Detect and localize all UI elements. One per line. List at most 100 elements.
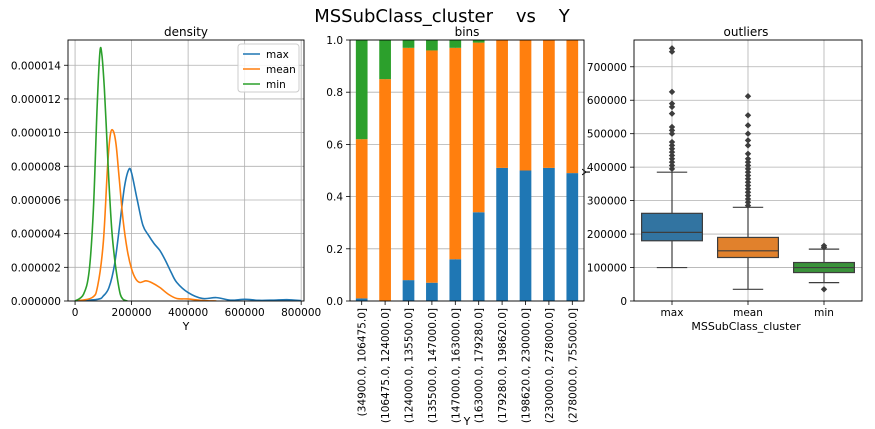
density-line-mean <box>74 128 217 301</box>
density-xtick-label: 400000 <box>168 307 208 319</box>
outliers-point-max <box>668 145 676 152</box>
outliers-point-max <box>668 127 676 134</box>
bins-xtick-label: (163000.0, 179280.0] <box>474 308 486 423</box>
bins-xtick-label: (135500.0, 147000.0] <box>427 308 439 423</box>
outliers-point-max <box>668 100 676 107</box>
bins-title: bins <box>455 25 480 39</box>
bins-bar-mean <box>355 139 368 299</box>
outliers-point-max <box>668 148 676 156</box>
bins-bar-min <box>355 40 368 140</box>
outliers-point-max <box>668 165 676 173</box>
bins-bar-min <box>472 40 485 43</box>
density-xtick-label: 200000 <box>112 307 152 319</box>
bins-xlabel: Y <box>463 415 471 428</box>
bins-bar-mean <box>472 42 485 213</box>
bins-bar-mean <box>449 47 462 260</box>
density-legend-label-max: max <box>266 49 289 61</box>
outliers-point-mean <box>744 130 752 137</box>
density-ytick-label: 0.000000 <box>11 296 61 308</box>
figure-suptitle: MSSubClass_cluster vs Y <box>314 6 571 27</box>
outliers-point-mean <box>744 165 752 173</box>
outliers-xtick-label: max <box>661 307 684 319</box>
outliers-point-mean <box>744 185 752 193</box>
bins-xtick-label: (179280.0, 198620.0] <box>497 308 509 423</box>
bins-xtick-label: (124000.0, 135500.0] <box>404 308 416 423</box>
outliers-ytick-label: 200000 <box>587 229 627 241</box>
density-legend-label-mean: mean <box>266 64 296 76</box>
bins-panel: bins Y Y 0.0 0.2 0.4 0.6 0.8 1.0 (34900.0, 106… <box>326 25 593 428</box>
density-ytick-label: 0.000010 <box>11 128 61 140</box>
outliers-xtick-label: min <box>814 307 834 319</box>
outliers-ytick-label: 0 <box>620 296 627 308</box>
outliers-point-mean <box>744 137 752 144</box>
outliers-box-mean <box>716 236 779 259</box>
outliers-point-max <box>668 138 676 146</box>
bins-bar-max <box>566 173 579 301</box>
outliers-point-max <box>668 88 676 96</box>
outliers-point-mean <box>744 158 752 166</box>
bins-bar-max <box>426 282 438 301</box>
bins-ytick-label: 1.0 <box>326 35 343 47</box>
outliers-title: outliers <box>724 25 769 39</box>
outliers-point-mean <box>744 179 752 186</box>
outliers-xlabel: MSSubClass_cluster <box>691 320 801 333</box>
bins-bar-mean <box>426 50 438 283</box>
outliers-point-mean <box>744 192 752 199</box>
bins-bar-min <box>426 40 438 51</box>
density-ytick-label: 0.000002 <box>11 262 61 274</box>
outliers-point-mean <box>744 168 752 176</box>
outliers-box-max <box>640 212 703 242</box>
bins-bar-max <box>472 212 485 301</box>
outliers-point-mean <box>744 175 752 183</box>
outliers-point-mean <box>744 162 752 169</box>
bins-bar-max <box>355 298 368 301</box>
density-ytick-label: 0.000014 <box>11 60 61 72</box>
density-axes-frame <box>67 39 305 302</box>
bins-bar-mean <box>519 40 532 171</box>
outliers-point-max <box>668 103 676 111</box>
bins-xtick-label: (278000.0, 755000.0] <box>567 308 579 423</box>
density-xtick-label: 600000 <box>225 307 265 319</box>
bins-ytick-label: 0.6 <box>326 139 343 151</box>
density-ytick-label: 0.000012 <box>11 94 61 106</box>
density-title: density <box>164 25 208 39</box>
outliers-xtick-label: mean <box>733 307 763 319</box>
outliers-point-max <box>668 162 676 169</box>
outliers-point-min <box>820 286 828 293</box>
bins-bar-min <box>449 40 462 48</box>
outliers-point-mean <box>744 189 752 196</box>
outliers-point-max <box>668 123 676 131</box>
density-xtick-label: 800000 <box>281 307 321 319</box>
bins-bar-mean <box>566 40 579 174</box>
bins-bar-min <box>402 40 415 48</box>
outliers-point-max <box>668 155 676 162</box>
outliers-point-min <box>820 242 828 249</box>
outliers-point-max <box>668 45 676 52</box>
outliers-point-max <box>668 110 676 117</box>
outliers-ytick-label: 400000 <box>587 162 627 174</box>
bins-bar-max <box>496 167 508 301</box>
density-legend-box <box>237 43 300 93</box>
outliers-point-max <box>668 152 676 159</box>
outliers-panel: outliers MSSubClass_cluster 0 100000 20000… <box>587 25 863 333</box>
outliers-point-mean <box>744 199 752 206</box>
outliers-ytick-label: 500000 <box>587 129 627 141</box>
density-ytick-label: 0.000004 <box>11 229 61 241</box>
outliers-point-mean <box>744 142 752 149</box>
outliers-point-mean <box>744 182 752 189</box>
density-xlabel: Y <box>182 320 190 333</box>
bins-xtick-label: (34900.0, 106475.0] <box>357 308 369 416</box>
density-ytick-label: 0.000008 <box>11 161 61 173</box>
bins-ytick-label: 0.0 <box>326 296 343 308</box>
outliers-point-max <box>668 48 676 55</box>
density-ytick-label: 0.000006 <box>11 195 61 207</box>
outliers-point-mean <box>744 122 752 129</box>
bins-xtick-label: (230000.0, 278000.0] <box>544 308 556 423</box>
bins-bar-max <box>519 170 532 301</box>
outliers-axes-frame <box>633 39 863 302</box>
bins-bar-max <box>402 280 415 301</box>
density-line-min <box>74 46 128 301</box>
outliers-point-mean <box>744 155 752 162</box>
bins-bar-mean <box>496 40 508 168</box>
